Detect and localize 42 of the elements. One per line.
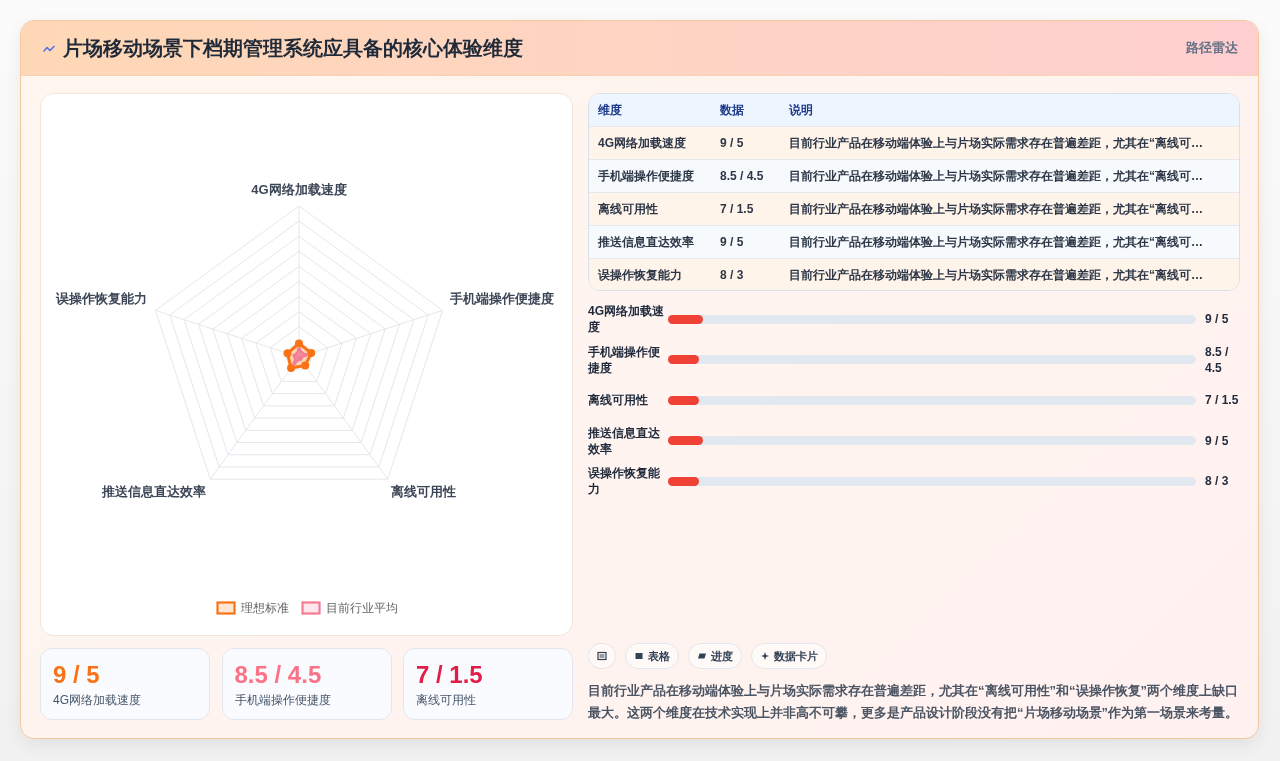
text: 维度 bbox=[598, 102, 622, 119]
category-label: 表格 bbox=[648, 649, 670, 663]
category-label: 进度 bbox=[711, 649, 733, 663]
text: 目前行业产品在移动端体验上与片场实际需求存在普遍差距，尤其在“离线可用性”和“误操作恢复”两个维度上缺口最大。这两个维度在技术实现上并非高不可攀，更多是产品设计阶段没有把“片场移动场景”作为第一场景来考量。 bbox=[588, 682, 1239, 722]
text: 8 / 3 bbox=[720, 267, 744, 284]
text: 路径雷达 bbox=[1186, 40, 1238, 56]
text: 8.5 / 4.5 bbox=[1205, 343, 1230, 376]
y-tick-label: 误操作恢复能力 bbox=[588, 465, 661, 497]
spoke-label: 误操作恢复能力 bbox=[54, 291, 147, 307]
y-tick-label: 离线可用性 bbox=[588, 392, 648, 408]
text: 说明 bbox=[789, 102, 813, 119]
spoke-label: 手机端操作便捷度 bbox=[449, 291, 555, 307]
text: 8.5 / 4.5 bbox=[720, 168, 764, 185]
text: 目前行业产品在移动端体验上与片场实际需求存在普遍差距，尤其在“离线可… bbox=[789, 135, 1203, 152]
text: 8 / 3 bbox=[1205, 473, 1229, 489]
text: 9 / 5 bbox=[720, 234, 744, 251]
text: 9 / 5 bbox=[1205, 432, 1229, 449]
text: 9 / 5 bbox=[1205, 311, 1229, 327]
text: 9 / 5 bbox=[53, 660, 100, 690]
y-tick-label: 4G网络加载速度 bbox=[588, 303, 665, 335]
text: 9 / 5 bbox=[720, 135, 744, 152]
text: 7 / 1.5 bbox=[416, 660, 483, 690]
text: 手机端操作便捷度 bbox=[234, 692, 331, 708]
text: 4G网络加载速度 bbox=[53, 692, 142, 708]
text: 7 / 1.5 bbox=[720, 201, 754, 218]
spoke-label: 推送信息直达效率 bbox=[100, 483, 206, 499]
text: 离线可用性 bbox=[416, 692, 476, 708]
spoke-label: 4G网络加载速度 bbox=[251, 181, 347, 197]
text: 7 / 1.5 bbox=[1205, 392, 1239, 408]
y-tick-label: 手机端操作便捷度 bbox=[588, 343, 661, 376]
category-label: 数据卡片 bbox=[774, 649, 818, 663]
text: 目前行业产品在移动端体验上与片场实际需求存在普遍差距，尤其在“离线可… bbox=[789, 234, 1203, 251]
spoke-label: 离线可用性 bbox=[390, 483, 457, 499]
text: 目前行业产品在移动端体验上与片场实际需求存在普遍差距，尤其在“离线可… bbox=[789, 267, 1203, 284]
text: 目前行业产品在移动端体验上与片场实际需求存在普遍差距，尤其在“离线可… bbox=[789, 201, 1203, 218]
y-tick-label: 推送信息直达效率 bbox=[588, 424, 661, 457]
text: 片场移动场景下档期管理系统应具备的核心体验维度 bbox=[63, 36, 523, 61]
legend-label: 目前行业平均 bbox=[325, 601, 398, 615]
legend-label: 理想标准 bbox=[240, 601, 289, 615]
text: 目前行业产品在移动端体验上与片场实际需求存在普遍差距，尤其在“离线可… bbox=[789, 168, 1203, 185]
text: 8.5 / 4.5 bbox=[234, 660, 322, 690]
text: 数据 bbox=[720, 102, 744, 119]
